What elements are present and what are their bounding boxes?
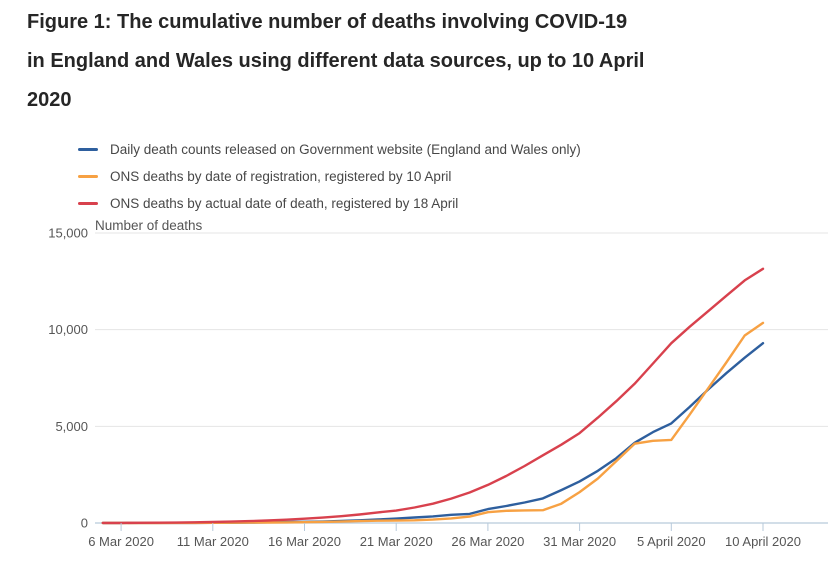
figure-title-line-3: 2020	[27, 89, 72, 111]
legend-line-swatch-blue	[78, 148, 98, 151]
x-tick-label: 6 Mar 2020	[88, 534, 154, 549]
figure-title-line-1: Figure 1: The cumulative number of death…	[27, 11, 628, 33]
x-tick-label: 31 Mar 2020	[543, 534, 616, 549]
legend-item-ons-registration: ONS deaths by date of registration, regi…	[78, 163, 581, 190]
x-tick-label: 26 Mar 2020	[451, 534, 524, 549]
x-tick-label: 16 Mar 2020	[268, 534, 341, 549]
legend-line-swatch-red	[78, 202, 98, 205]
legend-item-ons-occurrence: ONS deaths by actual date of death, regi…	[78, 190, 581, 217]
x-tick-label: 10 April 2020	[725, 534, 801, 549]
series-line-2	[101, 267, 765, 525]
figure-title-line-2: in England and Wales using different dat…	[27, 50, 645, 72]
figure-title: Figure 1: The cumulative number of death…	[27, 3, 747, 120]
line-chart: Number of deaths 6 Mar 2020 11 Mar 2020 16…	[48, 220, 828, 549]
y-tick-label: 10,000	[48, 322, 88, 337]
series-line-0	[101, 341, 765, 525]
y-tick-label: 5,000	[55, 419, 88, 434]
y-axis-title: Number of deaths	[95, 220, 203, 233]
legend-line-swatch-orange	[78, 175, 98, 178]
chart-legend: Daily death counts released on Governmen…	[78, 136, 581, 217]
x-tick-label: 21 Mar 2020	[360, 534, 433, 549]
x-tick-label: 11 Mar 2020	[177, 534, 249, 549]
legend-label: Daily death counts released on Governmen…	[110, 142, 581, 157]
legend-label: ONS deaths by actual date of death, regi…	[110, 196, 459, 211]
y-tick-label: 15,000	[48, 226, 88, 241]
y-tick-label: 0	[81, 516, 88, 531]
legend-label: ONS deaths by date of registration, regi…	[110, 169, 452, 184]
x-tick-label: 5 April 2020	[637, 534, 706, 549]
legend-item-gov-daily: Daily death counts released on Governmen…	[78, 136, 581, 163]
